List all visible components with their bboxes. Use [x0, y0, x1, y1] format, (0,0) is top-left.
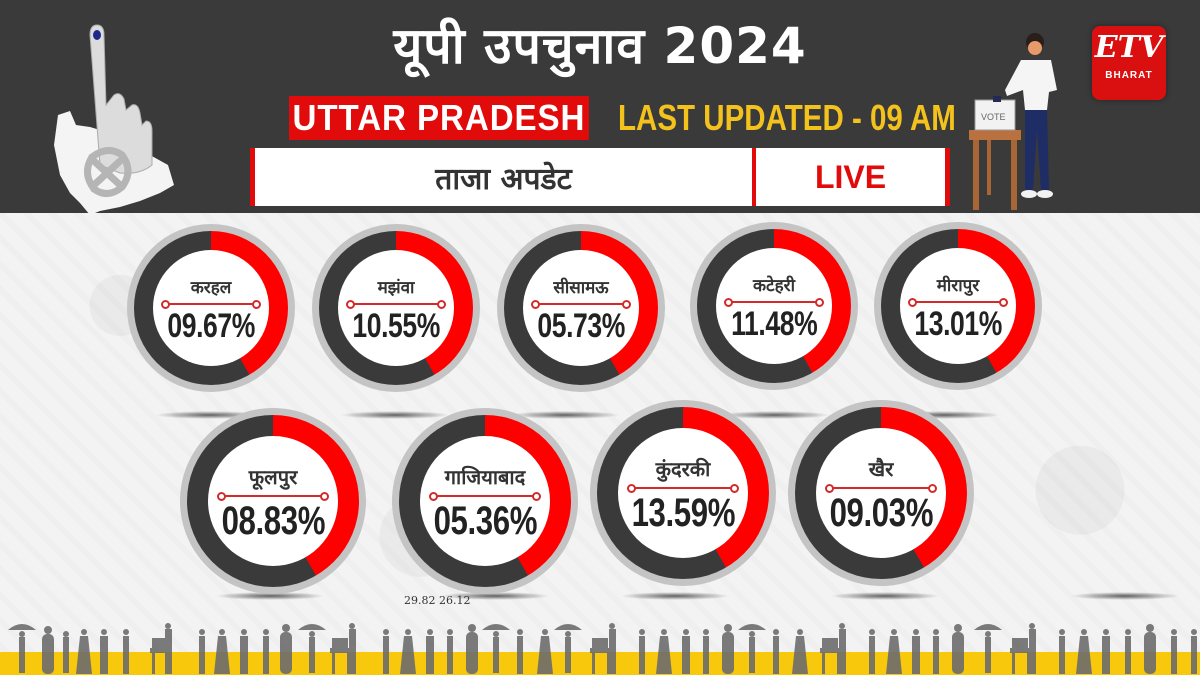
inked-finger-map-icon [54, 24, 174, 215]
state-badge: UTTAR PRADESH [289, 96, 589, 140]
constituency-name: खैर [868, 457, 894, 481]
turnout-value: 10.55% [352, 307, 440, 345]
page-title: यूपी उपचुनाव 2024 [393, 17, 807, 75]
card-content: कटेहरी 11.48% [716, 248, 832, 364]
turnout-value: 08.83% [221, 499, 325, 543]
constituency-name: फूलपुर [248, 465, 298, 489]
ticker-bar: ताजा अपडेट LIVE [250, 148, 950, 206]
card-content: फूलपुर 08.83% [208, 436, 338, 566]
turnout-card: खैर 09.03% [788, 400, 974, 586]
turnout-card: कुंदरकी 13.59% [590, 400, 776, 586]
turnout-card: कटेहरी 11.48% [690, 222, 858, 390]
ticker-divider [752, 148, 756, 206]
divider-line [723, 298, 825, 307]
divider-line [530, 300, 632, 309]
divider-line [217, 492, 329, 501]
donut-shadow [720, 411, 830, 419]
divider-line [907, 298, 1009, 307]
donut-shadow [340, 411, 450, 419]
card-content: करहल 09.67% [153, 250, 269, 366]
divider-line [627, 484, 739, 493]
donut-shadow [1070, 592, 1180, 600]
card-content: खैर 09.03% [816, 428, 946, 558]
divider-line [345, 300, 447, 309]
turnout-value: 05.36% [433, 499, 537, 543]
stray-overlay-text: 29.82 26.12 [404, 594, 471, 607]
logo-subtitle: BHARAT [1105, 70, 1153, 81]
logo-mark: ETV [1094, 30, 1164, 65]
constituency-name: करहल [190, 278, 232, 298]
donut-shadow [620, 592, 730, 600]
etv-bharat-logo: ETV BHARAT [1092, 26, 1166, 100]
donut-shadow [890, 411, 1000, 419]
card-content: सीसामऊ 05.73% [523, 250, 639, 366]
live-badge: LIVE [814, 158, 887, 195]
constituency-name: कुंदरकी [655, 457, 711, 481]
last-updated-text: LAST UPDATED - 09 AM [618, 97, 956, 138]
donut-shadow [830, 592, 940, 600]
header-banner: यूपी उपचुनाव 2024 UTTAR PRADESH LAST UPD… [0, 0, 1200, 215]
ticker-label: ताजा अपडेट [435, 161, 572, 197]
turnout-value: 11.48% [730, 305, 818, 343]
card-content: मीरापुर 13.01% [900, 248, 1016, 364]
divider-line [160, 300, 262, 309]
divider-line [825, 484, 937, 493]
voter-crowd-silhouette-icon [8, 623, 1197, 674]
constituency-name: गाजियाबाद [444, 465, 526, 489]
card-content: गाजियाबाद 05.36% [420, 436, 550, 566]
turnout-card: सीसामऊ 05.73% [497, 224, 665, 392]
svg-text:VOTE: VOTE [981, 112, 1006, 122]
turnout-value: 13.59% [631, 491, 735, 535]
turnout-value: 09.03% [829, 491, 933, 535]
turnout-card: मझंवा 10.55% [312, 224, 480, 392]
turnout-card: गाजियाबाद 05.36% [392, 408, 578, 594]
donut-shadow [440, 592, 550, 600]
turnout-card: करहल 09.67% [127, 224, 295, 392]
donut-shadow [215, 592, 325, 600]
divider-line [429, 492, 541, 501]
turnout-value: 09.67% [167, 307, 255, 345]
turnout-value: 05.73% [537, 307, 625, 345]
turnout-value: 13.01% [914, 305, 1002, 343]
card-content: मझंवा 10.55% [338, 250, 454, 366]
card-content: कुंदरकी 13.59% [618, 428, 748, 558]
voter-ballot-box-icon: VOTE [969, 33, 1057, 210]
constituency-name: मीरापुर [936, 276, 980, 296]
constituency-name: सीसामऊ [553, 278, 609, 298]
turnout-card: मीरापुर 13.01% [874, 222, 1042, 390]
turnout-card: फूलपुर 08.83% [180, 408, 366, 594]
donut-shadow [510, 411, 620, 419]
constituency-name: मझंवा [377, 278, 415, 298]
constituency-name: कटेहरी [752, 276, 795, 296]
donut-shadow [155, 411, 265, 419]
